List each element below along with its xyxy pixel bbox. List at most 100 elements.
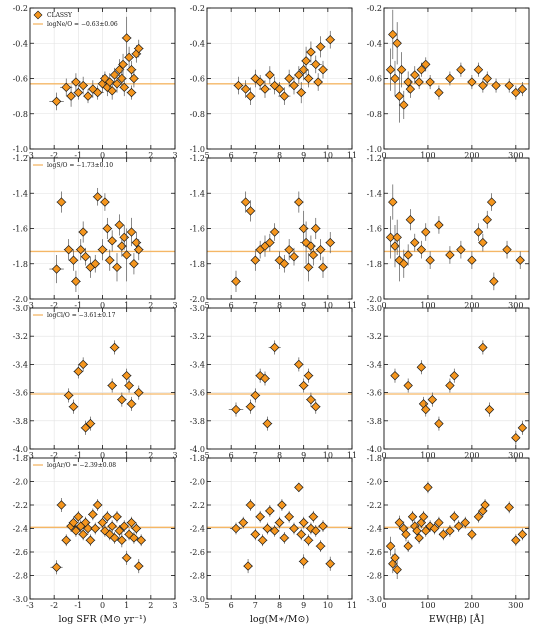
y-tick-label: -3.8	[13, 417, 28, 426]
x-tick-label: 9	[301, 451, 306, 460]
data-point	[73, 366, 84, 377]
y-tick-label: -1.8	[13, 454, 28, 463]
data-point	[504, 80, 514, 91]
data-point	[425, 77, 435, 87]
x-tick-label: -2	[50, 451, 58, 460]
x-tick-label: -2	[50, 601, 58, 610]
data-point	[250, 529, 261, 540]
y-tick-label: -0.2	[13, 4, 28, 13]
data-point	[92, 500, 103, 510]
y-tick-label: -4.0	[190, 445, 205, 454]
data-point	[114, 220, 125, 230]
y-tick-label: -2.6	[367, 548, 382, 557]
data-point	[456, 244, 466, 255]
data-point	[467, 77, 477, 87]
panel-3-1: 5 6 7 8 9 10 11 -3.0 -2.8 -2.6 -2.4 -2.2 -2.0 -1.8	[190, 454, 358, 610]
data-point	[385, 541, 396, 551]
x-tick-label: 8	[277, 601, 282, 610]
legend-label: logNe/O = −0.63±0.06	[47, 21, 118, 28]
data-point	[434, 87, 444, 98]
data-point	[78, 529, 88, 540]
data-point	[134, 561, 144, 571]
data-point	[269, 342, 280, 353]
data-point	[78, 359, 88, 370]
data-point	[392, 232, 402, 243]
panel-0-0: -3 -2 -1 0 1 2 3 -1.0 -0.8 -0.6 -0.4 -0.2 CLASSY logN…	[13, 4, 178, 160]
data-point	[473, 227, 484, 237]
x-tick-label: 200	[464, 301, 479, 310]
data-point	[134, 43, 144, 54]
data-point	[129, 73, 139, 84]
data-point	[311, 526, 321, 536]
x-tick-label: 200	[464, 601, 479, 610]
data-point	[126, 87, 137, 98]
data-point	[385, 232, 396, 243]
x-tick-label: -1	[74, 151, 82, 160]
y-tick-label: -2.2	[190, 501, 205, 510]
data-point	[245, 206, 256, 216]
data-point	[308, 250, 319, 260]
data-point	[114, 526, 125, 536]
data-point	[414, 533, 424, 543]
data-point	[303, 535, 314, 545]
data-point	[107, 521, 117, 531]
panel-2-0: -3 -2 -1 0 1 2 3 -4.0 -3.8 -3.6 -3.4 -3.2 -3.0 logCl/…	[13, 304, 178, 460]
data-point	[119, 232, 129, 243]
data-point	[410, 237, 420, 248]
y-tick-label: -1.8	[13, 260, 28, 269]
data-point	[298, 380, 309, 391]
data-point	[240, 197, 251, 207]
y-tick-label: -4.0	[13, 445, 28, 454]
legend: CLASSY logNe/O = −0.63±0.06	[33, 10, 118, 28]
x-tick-label: 10	[323, 451, 333, 460]
x-tick-label: 6	[229, 451, 234, 460]
data-point	[434, 418, 444, 429]
x-tick-label: 11	[347, 601, 357, 610]
y-tick-label: -0.4	[190, 39, 205, 48]
x-tick-label: -3	[26, 451, 34, 460]
data-point	[117, 535, 127, 545]
x-tick-label: 100	[420, 601, 435, 610]
data-point	[392, 564, 402, 575]
data-point	[102, 512, 113, 522]
y-tick-label: -4.0	[367, 445, 382, 454]
x-tick-label: 0	[381, 601, 386, 610]
data-point	[107, 380, 117, 391]
x-axis-label: log(M∗/M⊙)	[250, 614, 309, 625]
x-tick-label: 6	[229, 151, 234, 160]
y-tick-label: -2.4	[367, 525, 382, 534]
data-point	[289, 252, 299, 262]
data-point	[298, 517, 309, 528]
data-point	[480, 500, 490, 510]
data-point	[83, 91, 93, 101]
data-point	[56, 500, 67, 510]
x-tick-label: 300	[508, 301, 523, 310]
data-point	[126, 227, 137, 237]
x-tick-label: 100	[420, 151, 435, 160]
data-point	[277, 500, 287, 510]
x-tick-label: 7	[253, 151, 258, 160]
data-point	[88, 84, 98, 94]
y-tick-label: -0.4	[367, 39, 382, 48]
data-point	[233, 80, 244, 91]
x-tick-label: 7	[253, 601, 258, 610]
data-point	[394, 517, 405, 528]
data-point	[105, 255, 115, 265]
data-point	[117, 394, 127, 405]
panel-3-2: 0 100 200 300 -3.0 -2.8 -2.6 -2.4 -2.2 -2.0 -1.8	[367, 454, 530, 610]
data-point	[68, 255, 79, 265]
data-point	[109, 70, 120, 80]
data-point	[294, 70, 304, 80]
data-point	[416, 244, 427, 255]
y-tick-label: -2.8	[190, 572, 205, 581]
data-point	[114, 64, 125, 75]
y-tick-label: -0.4	[13, 39, 28, 48]
data-point	[412, 526, 422, 536]
panel-1-0: -3 -2 -1 0 1 2 3 -2.0 -1.8 -1.6 -1.4 -1.2 logS/O = −…	[13, 154, 178, 310]
y-tick-label: -1.8	[367, 260, 382, 269]
y-tick-label: -2.0	[190, 478, 205, 487]
y-tick-label: -3.2	[367, 332, 382, 341]
data-point	[306, 241, 316, 251]
data-point	[73, 512, 84, 522]
data-point	[515, 255, 525, 265]
